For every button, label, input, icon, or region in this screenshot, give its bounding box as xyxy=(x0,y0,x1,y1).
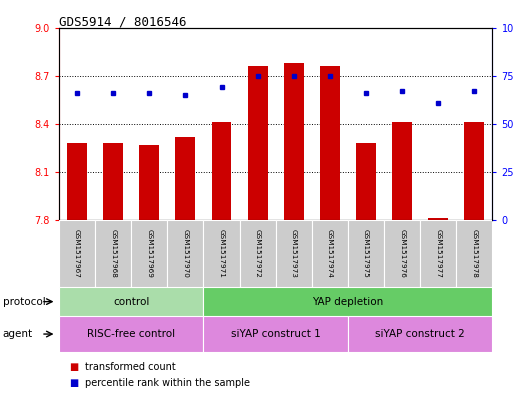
Bar xyxy=(420,220,457,287)
Bar xyxy=(140,145,159,220)
Text: transformed count: transformed count xyxy=(85,362,175,373)
Bar xyxy=(59,220,95,287)
Text: GSM1517971: GSM1517971 xyxy=(219,229,225,278)
Bar xyxy=(59,316,204,352)
Bar xyxy=(384,220,420,287)
Text: agent: agent xyxy=(3,329,33,339)
Text: protocol: protocol xyxy=(3,297,45,307)
Text: GDS5914 / 8016546: GDS5914 / 8016546 xyxy=(59,16,187,29)
Text: GSM1517970: GSM1517970 xyxy=(183,229,188,278)
Bar xyxy=(204,220,240,287)
Text: control: control xyxy=(113,297,149,307)
Text: GSM1517977: GSM1517977 xyxy=(436,229,441,278)
Bar xyxy=(167,220,204,287)
Bar xyxy=(59,287,204,316)
Text: GSM1517968: GSM1517968 xyxy=(110,229,116,278)
Bar xyxy=(67,143,87,220)
Bar xyxy=(428,219,448,220)
Bar xyxy=(320,66,340,220)
Bar xyxy=(275,220,312,287)
Text: GSM1517973: GSM1517973 xyxy=(291,229,297,278)
Bar xyxy=(392,122,412,220)
Bar xyxy=(348,220,384,287)
Bar xyxy=(131,220,167,287)
Bar xyxy=(356,143,376,220)
Bar xyxy=(175,137,195,220)
Text: ■: ■ xyxy=(69,362,78,373)
Text: GSM1517978: GSM1517978 xyxy=(471,229,478,278)
Text: percentile rank within the sample: percentile rank within the sample xyxy=(85,378,250,388)
Bar xyxy=(103,143,123,220)
Text: siYAP construct 1: siYAP construct 1 xyxy=(231,329,321,339)
Bar xyxy=(212,122,231,220)
Bar xyxy=(240,220,275,287)
Bar xyxy=(348,316,492,352)
Text: GSM1517967: GSM1517967 xyxy=(74,229,80,278)
Text: YAP depletion: YAP depletion xyxy=(312,297,384,307)
Bar xyxy=(204,316,348,352)
Bar xyxy=(457,220,492,287)
Text: GSM1517972: GSM1517972 xyxy=(254,229,261,278)
Text: GSM1517974: GSM1517974 xyxy=(327,229,333,278)
Text: GSM1517976: GSM1517976 xyxy=(399,229,405,278)
Text: siYAP construct 2: siYAP construct 2 xyxy=(376,329,465,339)
Text: RISC-free control: RISC-free control xyxy=(87,329,175,339)
Bar xyxy=(248,66,268,220)
Bar xyxy=(204,287,492,316)
Text: GSM1517969: GSM1517969 xyxy=(146,229,152,278)
Text: GSM1517975: GSM1517975 xyxy=(363,229,369,278)
Text: ■: ■ xyxy=(69,378,78,388)
Bar xyxy=(284,63,304,220)
Bar xyxy=(464,122,484,220)
Bar xyxy=(312,220,348,287)
Bar xyxy=(95,220,131,287)
